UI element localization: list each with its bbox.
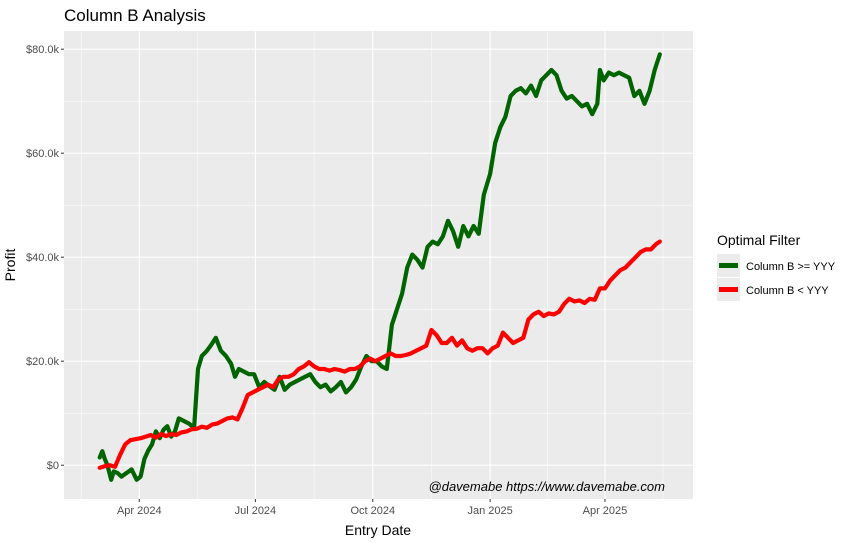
- chart-title: Column B Analysis: [64, 6, 206, 25]
- x-tick-label: Oct 2024: [350, 505, 395, 517]
- minor-gridlines: [64, 31, 693, 499]
- legend-title: Optimal Filter: [717, 232, 801, 248]
- y-axis: $0 $20.0k $40.0k $60.0k $80.0k: [26, 44, 64, 472]
- y-tick-label: $0: [47, 460, 59, 472]
- x-axis: Apr 2024 Jul 2024 Oct 2024 Jan 2025 Apr 2025: [117, 499, 627, 517]
- major-gridlines: [64, 31, 693, 499]
- legend-label-column-b-lt: Column B < YYY: [746, 285, 829, 297]
- x-tick-label: Apr 2024: [117, 505, 162, 517]
- y-tick-label: $80.0k: [26, 44, 60, 56]
- y-axis-title: Profit: [2, 249, 18, 282]
- x-tick-label: Apr 2025: [583, 505, 628, 517]
- x-axis-title: Entry Date: [345, 522, 411, 538]
- legend-label-column-b-gte: Column B >= YYY: [746, 261, 836, 273]
- y-tick-label: $60.0k: [26, 148, 60, 160]
- y-tick-label: $20.0k: [26, 356, 60, 368]
- series-layer: [97, 52, 662, 482]
- y-tick-label: $40.0k: [26, 252, 60, 264]
- caption: @davemabe https://www.davemabe.com: [429, 479, 666, 494]
- x-tick-label: Jan 2025: [468, 505, 513, 517]
- legend: Optimal Filter Column B >= YYY Column B …: [717, 232, 836, 301]
- x-tick-label: Jul 2024: [235, 505, 277, 517]
- series-line-column-b-lt: [97, 239, 662, 470]
